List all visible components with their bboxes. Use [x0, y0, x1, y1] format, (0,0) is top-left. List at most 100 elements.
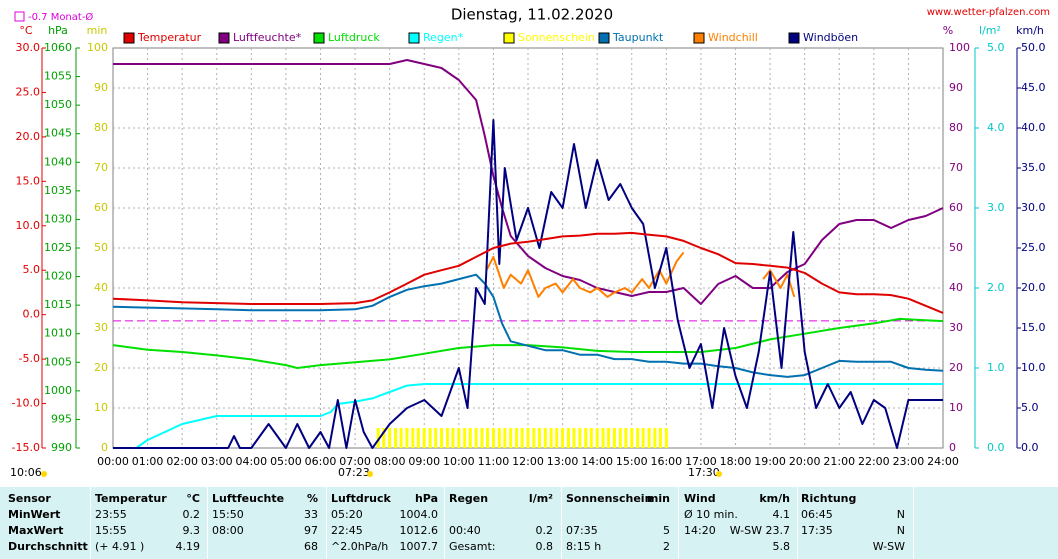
y-tick-label: 20: [949, 361, 963, 374]
y-tick-label: 1000: [44, 384, 72, 397]
source: www.wetter-pfalzen.com: [927, 7, 1050, 18]
series-line: [112, 231, 944, 314]
table-cell: 15:50: [212, 508, 244, 521]
legend-label: Sonnenschein: [518, 31, 595, 44]
bar: [630, 428, 634, 448]
bar: [584, 428, 588, 448]
y-tick-label: 10: [94, 401, 108, 414]
legend-swatch: [218, 32, 230, 44]
y-tick-label: 70: [94, 161, 108, 174]
month-avg-icon: [14, 11, 25, 22]
table-cell: min: [646, 492, 670, 505]
column-separator: [90, 487, 91, 559]
y-tick-label: 20.0: [1021, 281, 1046, 294]
axis-unit: hPa: [48, 24, 68, 37]
bar: [549, 428, 553, 448]
sun-icon: [41, 471, 47, 477]
x-tick-label: 15:00: [616, 455, 648, 468]
x-tick-label: 22:00: [858, 455, 890, 468]
bar: [578, 428, 582, 448]
column-separator: [913, 487, 914, 559]
column-separator: [207, 487, 208, 559]
y-tick-label: 30.0: [16, 41, 41, 54]
table-cell: 22:45: [331, 524, 363, 537]
legend-label: Luftdruck: [328, 31, 380, 44]
axis-unit: l/m²: [979, 24, 1001, 37]
y-tick-label: 80: [94, 121, 108, 134]
table-cell: Durchschnitt: [8, 540, 88, 553]
legend-label: Temperatur: [137, 31, 202, 44]
y-tick-label: 40: [94, 281, 108, 294]
table-cell: N: [896, 508, 905, 521]
legend-label: Taupunkt: [612, 31, 664, 44]
bar: [543, 428, 547, 448]
x-tick-label: 02:00: [166, 455, 198, 468]
bar: [440, 428, 444, 448]
table-cell: km/h: [759, 492, 790, 505]
bar: [572, 428, 576, 448]
legend-label: Windchill: [708, 31, 758, 44]
table-cell: Temperatur: [95, 492, 167, 505]
table-cell: 2: [663, 540, 670, 553]
y-tick-label: 1010: [44, 327, 72, 340]
y-tick-label: 0.0: [23, 308, 41, 321]
table-cell: ^2.0hPa/h: [331, 540, 389, 553]
table-cell: Luftdruck: [331, 492, 391, 505]
bar: [537, 428, 541, 448]
bar: [399, 428, 403, 448]
y-tick-label: 1030: [44, 212, 72, 225]
y-tick-label: 1020: [44, 270, 72, 283]
y-tick-label: 20: [94, 361, 108, 374]
y-tick-label: 5.0: [987, 41, 1005, 54]
table-cell: 0.2: [182, 508, 201, 521]
bar: [589, 428, 593, 448]
column-separator: [678, 487, 679, 559]
column-separator: [326, 487, 327, 559]
y-tick-label: 90: [949, 81, 963, 94]
table-cell: 05:20: [331, 508, 363, 521]
x-tick-label: 13:00: [547, 455, 579, 468]
bar: [520, 428, 524, 448]
x-tick-label: 17:00: [685, 455, 717, 468]
y-tick-label: 40: [949, 281, 963, 294]
table-cell: Richtung: [801, 492, 857, 505]
y-tick-label: 50: [94, 241, 108, 254]
bar: [601, 428, 605, 448]
bar: [457, 428, 461, 448]
bar: [526, 428, 530, 448]
legend-swatch: [693, 32, 705, 44]
y-tick-label: 15.0: [1021, 321, 1046, 334]
x-tick-label: 03:00: [201, 455, 233, 468]
y-tick-label: 2.0: [987, 281, 1005, 294]
sun-icon: [367, 471, 373, 477]
x-tick-label: 05:00: [270, 455, 302, 468]
table-cell: hPa: [414, 492, 438, 505]
table-cell: Luftfeuchte: [212, 492, 285, 505]
bar: [468, 428, 472, 448]
series-line: [113, 119, 943, 449]
bar: [474, 428, 478, 448]
table-cell: 00:40: [449, 524, 481, 537]
axis-unit: %: [943, 24, 953, 37]
y-tick-label: 0: [101, 441, 108, 454]
bar: [394, 428, 398, 448]
axis-unit: km/h: [1016, 24, 1044, 37]
y-tick-label: 15.0: [16, 174, 41, 187]
table-cell: W-SW: [872, 540, 905, 553]
table-cell: W-SW 23.7: [729, 524, 790, 537]
y-tick-label: -5.0: [19, 352, 40, 365]
table-cell: 8:15 h: [566, 540, 602, 553]
y-tick-label: 10.0: [1021, 361, 1046, 374]
bar: [491, 428, 495, 448]
y-tick-label: 70: [949, 161, 963, 174]
x-tick-label: 21:00: [823, 455, 855, 468]
y-tick-label: 1040: [44, 155, 72, 168]
bar: [566, 428, 570, 448]
bar: [555, 428, 559, 448]
y-tick-label: 0: [949, 441, 956, 454]
y-tick-label: 4.0: [987, 121, 1005, 134]
axis-unit: min: [87, 24, 108, 37]
legend-label: Regen*: [423, 31, 464, 44]
sunset: 17:30: [688, 466, 720, 479]
bar: [647, 428, 651, 448]
